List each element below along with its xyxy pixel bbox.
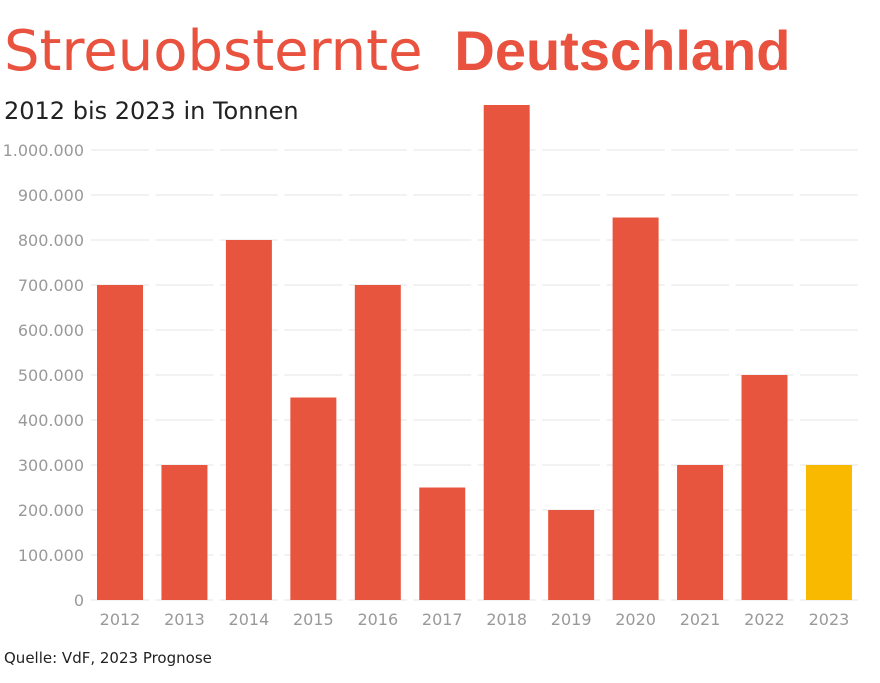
bar-2013 — [161, 465, 208, 600]
y-tick-label: 0 — [74, 591, 84, 610]
x-tick-label: 2019 — [551, 610, 592, 629]
x-tick-label: 2014 — [229, 610, 270, 629]
bar-2014 — [225, 240, 272, 600]
y-tick-label: 700.000 — [18, 276, 84, 295]
y-tick-label: 400.000 — [18, 411, 84, 430]
chart-title: Streuobsternte Deutschland — [4, 19, 790, 84]
bar-2017 — [419, 487, 466, 600]
chart-subtitle: 2012 bis 2023 in Tonnen — [4, 97, 299, 125]
y-tick-label: 500.000 — [18, 366, 84, 385]
title-bold: Deutschland — [454, 19, 790, 82]
bar-2015 — [290, 397, 337, 600]
x-tick-label: 2017 — [422, 610, 463, 629]
x-tick-label: 2020 — [615, 610, 656, 629]
bar-2012 — [97, 285, 143, 600]
bar-2021 — [677, 465, 724, 600]
source-note: Quelle: VdF, 2023 Prognose — [4, 649, 212, 667]
y-tick-label: 1.000.000 — [3, 141, 84, 160]
x-tick-label: 2016 — [357, 610, 398, 629]
bar-2020 — [612, 217, 659, 600]
x-tick-label: 2023 — [809, 610, 850, 629]
y-tick-label: 100.000 — [18, 546, 84, 565]
x-tick-label: 2018 — [486, 610, 527, 629]
y-tick-label: 800.000 — [18, 231, 84, 250]
y-tick-label: 600.000 — [18, 321, 84, 340]
bar-2016 — [354, 285, 401, 600]
y-tick-label: 300.000 — [18, 456, 84, 475]
title-light: Streuobsternte — [4, 19, 423, 84]
bar-2022 — [741, 375, 788, 600]
x-tick-label: 2012 — [100, 610, 141, 629]
bar-2023 — [805, 465, 852, 600]
bars — [97, 105, 852, 600]
y-tick-label: 200.000 — [18, 501, 84, 520]
x-tick-label: 2013 — [164, 610, 205, 629]
y-axis-ticks: 0 100.000 200.000 300.000 400.000 500.000 600.… — [3, 141, 84, 610]
x-tick-label: 2015 — [293, 610, 334, 629]
x-axis-ticks: 2012 2013 2014 2015 2016 2017 2018 2019 2020 2021… — [100, 610, 850, 629]
bar-2019 — [548, 510, 595, 600]
y-tick-label: 900.000 — [18, 186, 84, 205]
bar-2018 — [483, 105, 530, 600]
x-tick-label: 2022 — [744, 610, 785, 629]
x-tick-label: 2021 — [680, 610, 721, 629]
